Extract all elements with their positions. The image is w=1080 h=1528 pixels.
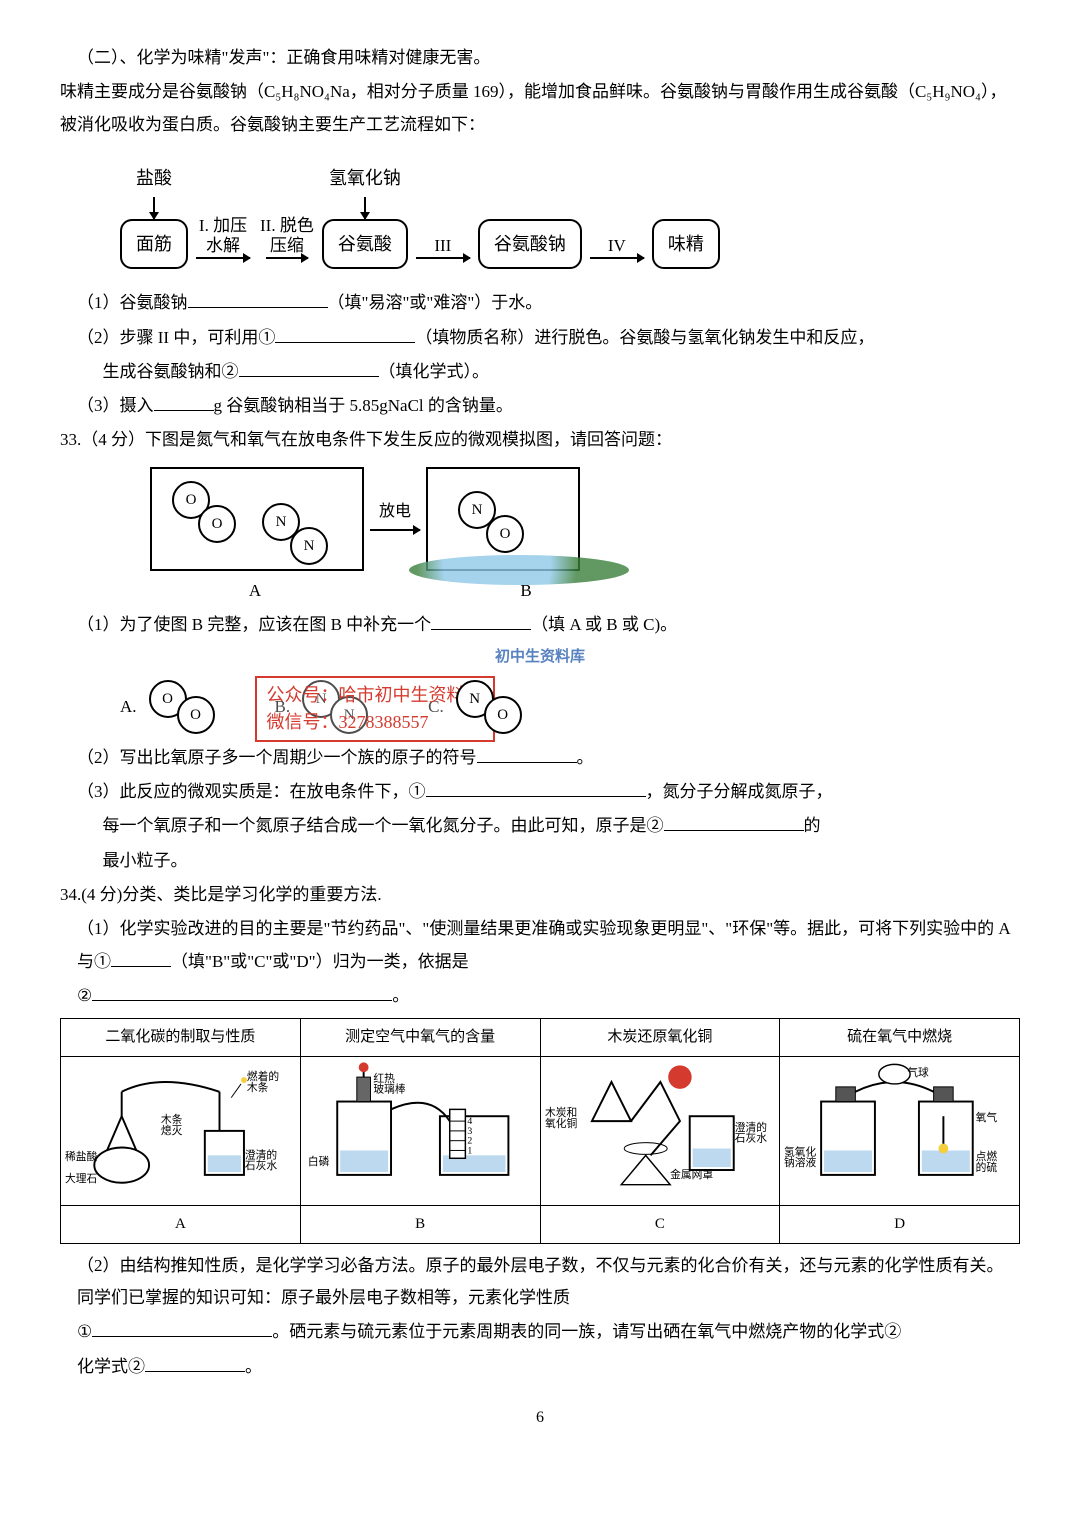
reaction-box-a: O O N N <box>150 467 364 571</box>
svg-text:燃着的木条: 燃着的木条 <box>247 1070 279 1094</box>
globe-icon <box>409 555 629 585</box>
globe-watermark <box>386 555 596 587</box>
q33-3c: 最小粒子。 <box>60 845 1020 877</box>
row-label-d: D <box>780 1206 1020 1244</box>
svg-text:木条熄灭: 木条熄灭 <box>161 1113 183 1137</box>
blank[interactable] <box>92 983 392 1001</box>
svg-text:金属网罩: 金属网罩 <box>670 1168 713 1181</box>
q34-1a: （1）化学实验改进的目的主要是"节约药品"、"使测量结果更准确或实验现象更明显"… <box>60 913 1020 978</box>
flow-arrow-4: IV <box>590 236 644 260</box>
svg-text:白磷: 白磷 <box>308 1155 330 1168</box>
th-2: 测定空气中氧气的含量 <box>300 1019 540 1057</box>
flow-box-start: 面筋 <box>120 219 188 269</box>
row-label-b: B <box>300 1206 540 1244</box>
svg-text:稀盐酸: 稀盐酸 <box>65 1150 98 1163</box>
blank[interactable] <box>477 745 577 763</box>
flow-arrow-2: II. 脱色压缩 <box>260 216 314 259</box>
th-4: 硫在氧气中燃烧 <box>780 1019 1020 1057</box>
svg-text:大理石: 大理石 <box>65 1171 98 1184</box>
svg-text:点燃的硫: 点燃的硫 <box>976 1150 998 1174</box>
exp-cell-d: 气球 氧气 氢氧化钠溶液 点燃的硫 <box>780 1056 1020 1206</box>
svg-text:澄清的石灰水: 澄清的石灰水 <box>734 1121 767 1145</box>
row-label-a: A <box>61 1206 301 1244</box>
page-number: 6 <box>60 1403 1020 1433</box>
flow-hcl-label: 盐酸 <box>136 161 172 195</box>
flow-box-end: 味精 <box>652 219 720 269</box>
blank[interactable] <box>275 325 415 343</box>
th-1: 二氧化碳的制取与性质 <box>61 1019 301 1057</box>
blank[interactable] <box>431 612 531 630</box>
row-label-c: C <box>540 1206 780 1244</box>
flow-box-mid2: 谷氨酸钠 <box>478 219 582 269</box>
msg-flowchart: 盐酸 面筋 I. 加压水解 II. 脱色压缩 氢氧化钠 谷氨酸 III 谷氨酸钠… <box>120 161 1020 269</box>
blank[interactable] <box>239 359 379 377</box>
option-a: A. OO <box>120 680 215 734</box>
q34-2b: ①。硒元素与硫元素位于元素周期表的同一族，请写出硒在氧气中燃烧产物的化学式② <box>60 1316 1020 1348</box>
q33-3a: （3）此反应的微观实质是：在放电条件下，①，氮分子分解成氮原子， <box>60 776 1020 808</box>
svg-text:氧气: 氧气 <box>976 1111 998 1124</box>
q-flow-2: （2）步骤 II 中，可利用①（填物质名称）进行脱色。谷氨酸与氢氧化钠发生中和反… <box>60 322 1020 354</box>
q34-2c: 化学式。②。 <box>60 1351 1020 1383</box>
q-flow-3: （3）摄入g 谷氨酸钠相当于 5.85gNaCl 的含钠量。 <box>60 390 1020 422</box>
q33-3b: 每一个氧原子和一个氮原子结合成一个一氧化氮分子。由此可知，原子是②的 <box>60 810 1020 842</box>
svg-text:木炭和氧化铜: 木炭和氧化铜 <box>544 1107 577 1130</box>
svg-text:氢氧化钠溶液: 氢氧化钠溶液 <box>784 1145 817 1169</box>
q-flow-2b: 生成谷氨酸钠和②（填化学式）。 <box>60 356 1020 388</box>
blank[interactable] <box>111 949 171 967</box>
section-heading: （二）、化学为味精"发声"：正确食用味精对健康无害。 <box>60 42 1020 74</box>
down-arrow-icon <box>153 197 155 219</box>
intro-paragraph: 味精主要成分是谷氨酸钠（C₅H₈NO₄Na，相对分子质量 169），能增加食品鲜… <box>60 76 1020 141</box>
q33-2: （2）写出比氧原子多一个周期少一个族的原子的符号。 <box>60 742 1020 774</box>
molecule-options: A. OO B. NN 公众号：哈市初中生资料库 微信号：3278388557 … <box>120 680 1020 734</box>
blank[interactable] <box>154 393 214 411</box>
flow-box-mid1: 谷氨酸 <box>322 219 408 269</box>
blank[interactable] <box>188 290 328 308</box>
flow-arrow-1: I. 加压水解 <box>196 216 250 259</box>
exp-cell-a: 燃着的木条 木条熄灭 稀盐酸 大理石 澄清的石灰水 <box>61 1056 301 1206</box>
exp-cell-b: 4 3 2 1 红热玻璃棒 白磷 <box>300 1056 540 1206</box>
q34-1b: ②。 <box>60 980 1020 1012</box>
flow-naoh-label: 氢氧化钠 <box>329 161 401 195</box>
exp-cell-c: 木炭和氧化铜 澄清的石灰水 金属网罩 <box>540 1056 780 1206</box>
q33-1: （1）为了使图 B 完整，应该在图 B 中补充一个（填 A 或 B 或 C)。 <box>60 609 1020 641</box>
th-3: 木炭还原氧化铜 <box>540 1019 780 1057</box>
svg-text:红热玻璃棒: 红热玻璃棒 <box>373 1072 406 1096</box>
blank[interactable] <box>664 813 804 831</box>
q34-2a: （2）由结构推知性质，是化学学习必备方法。原子的最外层电子数，不仅与元素的化合价… <box>60 1250 1020 1315</box>
option-b: B. NN 公众号：哈市初中生资料库 微信号：3278388557 <box>275 680 369 734</box>
svg-text:澄清的石灰水: 澄清的石灰水 <box>245 1148 278 1172</box>
q33-stem: 33.（4 分）下图是氮气和氧气在放电条件下发生反应的微观模拟图，请回答问题： <box>60 424 1020 456</box>
q34-stem: 34.(4 分)分类、类比是学习化学的重要方法. <box>60 879 1020 911</box>
svg-text:气球: 气球 <box>907 1066 929 1079</box>
experiment-table: 二氧化碳的制取与性质 测定空气中氧气的含量 木炭还原氧化铜 硫在氧气中燃烧 燃着… <box>60 1018 1020 1244</box>
down-arrow-icon <box>364 197 366 219</box>
watermark-text: 初中生资料库 <box>60 643 1020 672</box>
q-flow-1: （1）谷氨酸钠（填"易溶"或"难溶"）于水。 <box>60 287 1020 319</box>
blank[interactable] <box>145 1354 245 1372</box>
flow-arrow-3: III <box>416 236 470 260</box>
ab-labels: A B <box>150 575 1020 607</box>
discharge-arrow: 放电 <box>370 497 420 531</box>
svg-text:1: 1 <box>467 1145 472 1156</box>
blank[interactable] <box>426 779 646 797</box>
blank[interactable] <box>92 1319 272 1337</box>
